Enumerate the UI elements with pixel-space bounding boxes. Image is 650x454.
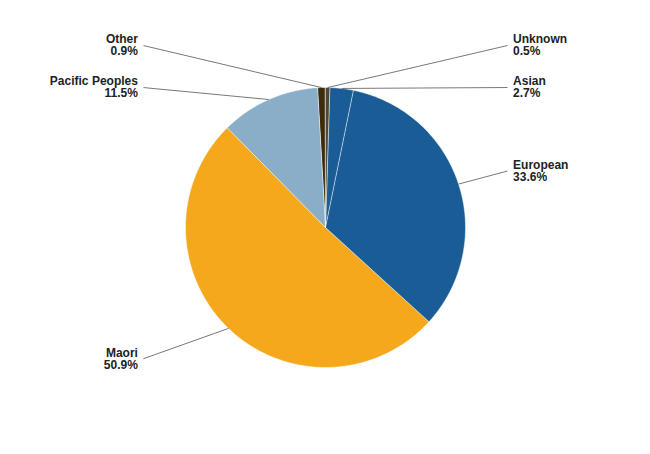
svg-text:Asian2.7%: Asian2.7%: [513, 74, 546, 100]
svg-text:Maori50.9%: Maori50.9%: [104, 346, 138, 372]
svg-text:Unknown0.5%: Unknown0.5%: [513, 32, 567, 58]
svg-text:Other0.9%: Other0.9%: [106, 32, 138, 58]
svg-text:Pacific Peoples11.5%: Pacific Peoples11.5%: [50, 74, 138, 100]
svg-text:European33.6%: European33.6%: [513, 158, 568, 184]
